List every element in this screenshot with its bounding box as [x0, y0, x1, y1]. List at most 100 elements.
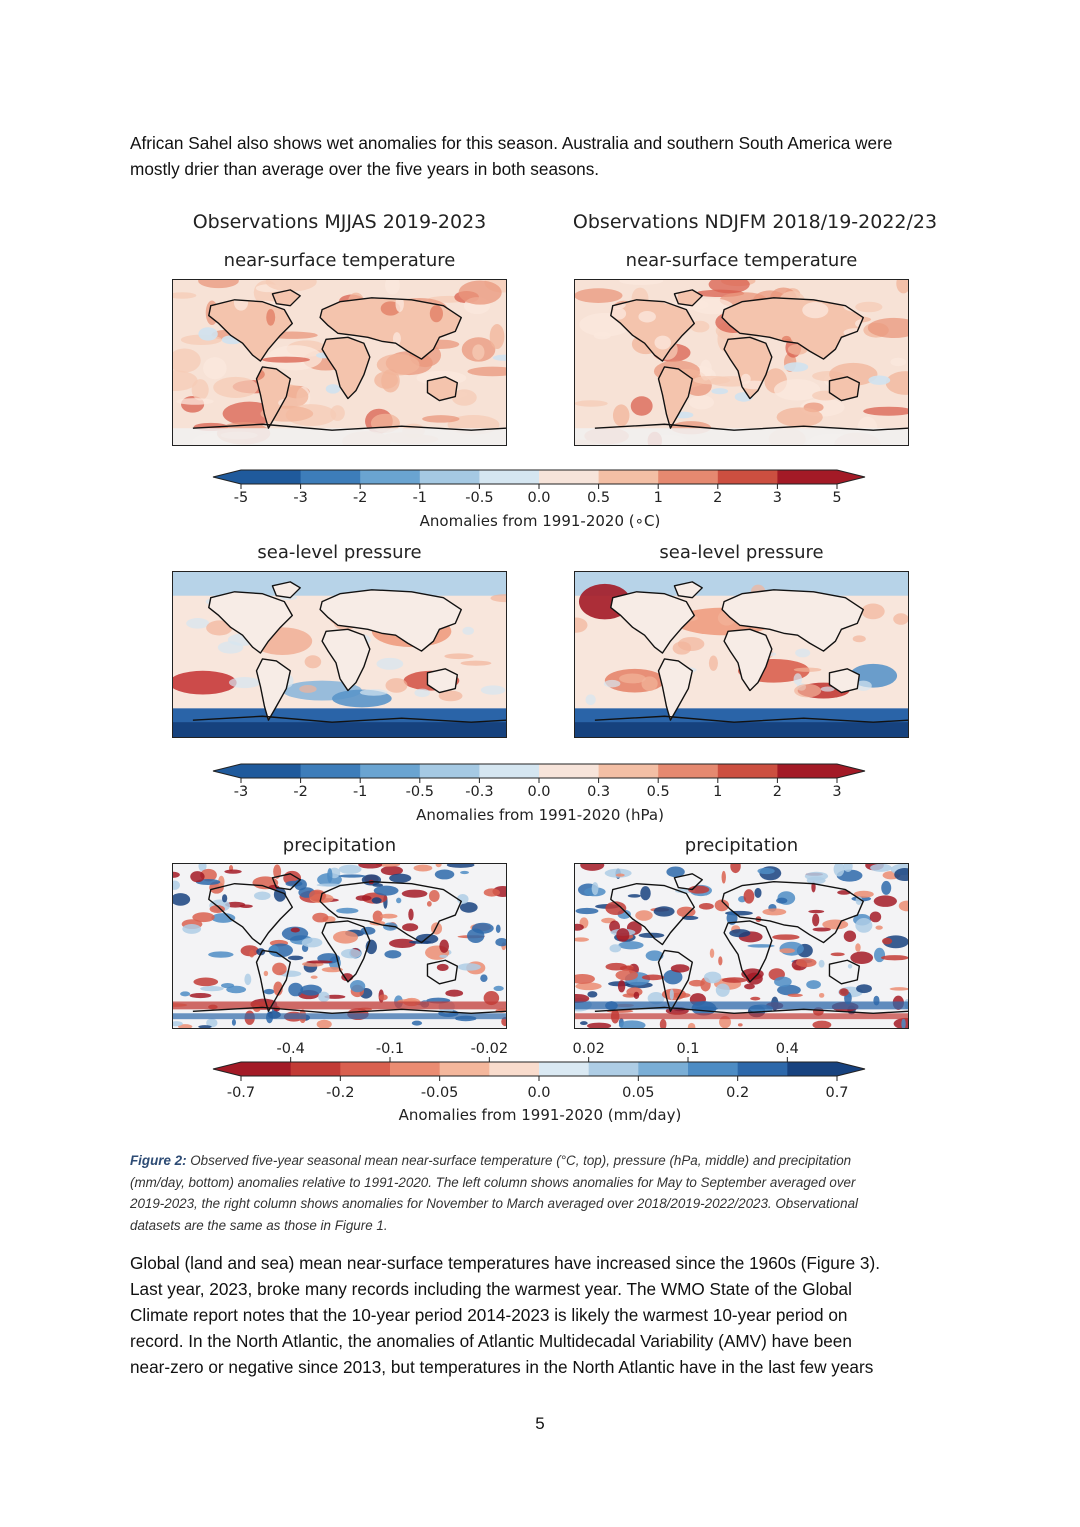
colorbar-segment — [787, 1062, 838, 1076]
colorbar-tick-label: 0.7 — [825, 1085, 848, 1101]
colorbar-tick-label: 2 — [773, 784, 782, 800]
colorbar-extend-min — [213, 764, 241, 778]
body-line: Last year, 2023, broke many records incl… — [130, 1279, 852, 1299]
colorbar-tick-label: -0.2 — [326, 1085, 354, 1101]
column-title-left: Observations MJJAS 2019-2023 — [192, 211, 487, 233]
colorbar-tick-label: 0.0 — [527, 490, 550, 506]
colorbar-tick-label: -0.5 — [465, 490, 493, 506]
colorbar-tick-label: -0.05 — [421, 1085, 459, 1101]
colorbar-segment — [300, 470, 361, 484]
colorbar-segment — [479, 470, 540, 484]
colorbar-tick-label: 1 — [713, 784, 722, 800]
colorbar-tick-label: 0.0 — [527, 784, 550, 800]
colorbar-tick-label: 0.0 — [527, 1085, 550, 1101]
colorbar-tick-label: 0.05 — [622, 1085, 654, 1101]
colorbar-segment — [717, 764, 778, 778]
colorbar-tick-label: 2 — [713, 490, 722, 506]
colorbar-segment — [717, 470, 778, 484]
intro-paragraph: African Sahel also shows wet anomalies f… — [130, 130, 960, 182]
map-temperature-mjjas — [172, 279, 507, 446]
colorbar-pressure: -3 -2 -1 -0.5 -0.3 0.0 0.3 0.5 1 2 3 Anomalies from… — [0, 762, 1080, 834]
colorbar-tick-label: -0.4 — [277, 1041, 305, 1057]
map-pressure-mjjas — [172, 571, 507, 738]
body-line: Climate report notes that the 10-year pe… — [130, 1305, 848, 1325]
colorbar-tick-label: -2 — [353, 490, 367, 506]
colorbar-tick-label: 0.3 — [587, 784, 610, 800]
colorbar-segment — [737, 1062, 788, 1076]
colorbar-segment — [300, 764, 361, 778]
colorbar-tick-label: -1 — [353, 784, 367, 800]
caption-text: Observed five-year seasonal mean near-su… — [186, 1153, 852, 1168]
colorbar-tick-label: 0.02 — [573, 1041, 605, 1057]
caption-line: datasets are the same as those in Figure… — [130, 1217, 388, 1233]
colorbar-tick-label: 3 — [773, 490, 782, 506]
map-precipitation-ndjfm — [574, 863, 909, 1029]
colorbar-segment — [290, 1062, 341, 1076]
colorbar-segment — [658, 764, 719, 778]
colorbar-tick-label: -0.7 — [227, 1085, 255, 1101]
map-precipitation-mjjas — [172, 863, 507, 1029]
colorbar-tick-label: -5 — [234, 490, 248, 506]
colorbar-segment — [360, 764, 421, 778]
colorbar-extend-max — [837, 764, 865, 778]
colorbar-tick-label: -0.3 — [465, 784, 493, 800]
panel-title-temperature-left: near-surface temperature — [223, 250, 456, 271]
body-line: Global (land and sea) mean near-surface … — [130, 1253, 880, 1273]
map-temperature-ndjfm — [574, 279, 909, 446]
colorbar-segment — [340, 1062, 391, 1076]
colorbar-tick-label: -3 — [234, 784, 248, 800]
colorbar-segment — [241, 1062, 292, 1076]
colorbar-tick-label: -3 — [293, 490, 307, 506]
page-number: 5 — [535, 1414, 545, 1433]
colorbar-segment — [241, 764, 302, 778]
colorbar-segment — [539, 1062, 590, 1076]
colorbar-segment — [489, 1062, 540, 1076]
colorbar-segment — [539, 764, 600, 778]
colorbar-segment — [688, 1062, 739, 1076]
colorbar-tick-label: -2 — [293, 784, 307, 800]
caption-line: 2019-2023, the right column shows anomal… — [130, 1196, 858, 1211]
colorbar-segment — [777, 764, 838, 778]
colorbar-tick-label: -0.1 — [376, 1041, 404, 1057]
panel-title-pressure-left: sea-level pressure — [257, 542, 422, 563]
intro-line: mostly drier than average over the five … — [130, 159, 600, 179]
colorbar-segment — [241, 470, 302, 484]
colorbar-segment — [439, 1062, 490, 1076]
colorbar-segment — [588, 1062, 639, 1076]
colorbar-extend-max — [837, 470, 865, 484]
colorbar-segment — [479, 764, 540, 778]
caption-label: Figure 2: — [130, 1153, 187, 1168]
intro-line: African Sahel also shows wet anomalies f… — [130, 133, 893, 153]
figure-caption: Figure 2: Observed five-year seasonal me… — [130, 1150, 960, 1236]
panel-title-precipitation-left: precipitation — [282, 835, 397, 856]
colorbar-label: Anomalies from 1991-2020 (hPa) — [416, 806, 664, 824]
colorbar-tick-label: -1 — [413, 490, 427, 506]
colorbar-tick-label: 0.5 — [587, 490, 610, 506]
colorbar-label: Anomalies from 1991-2020 (mm/day) — [399, 1106, 682, 1124]
body-line: record. In the North Atlantic, the anoma… — [130, 1331, 852, 1351]
panel-title-temperature-right: near-surface temperature — [625, 250, 858, 271]
caption-line: (mm/day, bottom) anomalies relative to 1… — [130, 1174, 856, 1190]
panel-title-pressure-right: sea-level pressure — [659, 542, 824, 563]
colorbar-tick-label: 5 — [832, 490, 841, 506]
colorbar-label: Anomalies from 1991-2020 (∘C) — [420, 512, 661, 530]
panel-title-precipitation-right: precipitation — [684, 835, 799, 856]
colorbar-segments — [213, 764, 865, 778]
colorbar-segments — [213, 470, 865, 484]
colorbar-tick-label: 0.4 — [776, 1041, 799, 1057]
colorbar-segment — [638, 1062, 689, 1076]
colorbar-extend-min — [213, 1062, 241, 1076]
colorbar-segment — [419, 764, 480, 778]
column-title-right: Observations NDJFM 2018/19-2022/23 — [572, 211, 938, 233]
colorbar-segment — [598, 764, 659, 778]
body-line: near-zero or negative since 2013, but te… — [130, 1357, 874, 1377]
colorbar-precipitation: -0.4 -0.1 -0.02 0.02 0.1 0.4 -0.7 -0.2 -0.05 0.0 0… — [0, 1040, 1080, 1132]
colorbar-segment — [658, 470, 719, 484]
colorbar-tick-label: 0.5 — [647, 784, 670, 800]
colorbar-extend-min — [213, 470, 241, 484]
colorbar-tick-label: 3 — [832, 784, 841, 800]
colorbar-tick-label: 0.2 — [726, 1085, 749, 1101]
body-paragraph: Global (land and sea) mean near-surface … — [130, 1250, 960, 1380]
colorbar-tick-label: 1 — [654, 490, 663, 506]
colorbar-segments — [213, 1062, 865, 1076]
